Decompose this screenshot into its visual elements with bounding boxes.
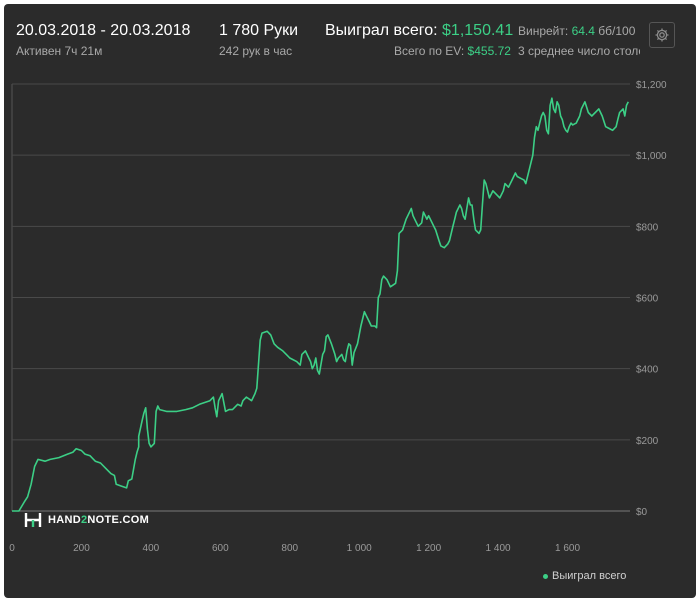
series-layer [12, 97, 630, 512]
y-tick-label: $200 [636, 436, 659, 447]
y-tick-label: $1,200 [636, 80, 667, 91]
y-tick-label: $0 [636, 507, 648, 518]
x-tick-label: 400 [143, 543, 160, 554]
winrate-label: Винрейт: [518, 24, 569, 38]
x-tick-label: 600 [212, 543, 229, 554]
legend-marker [543, 573, 548, 579]
date-range: 20.03.2018 - 20.03.2018 [16, 22, 191, 39]
stats-panel: 20.03.2018 - 20.03.2018 Активен 7ч 21м 1… [4, 4, 696, 598]
x-tick-label: 1 600 [555, 543, 580, 554]
won-total: Выиграл всего: $1,150.41 [325, 22, 513, 40]
winrate-value: 64.4 [571, 24, 595, 38]
hand2note-logo-icon [24, 513, 42, 527]
winrate-unit: бб/100 [598, 24, 636, 38]
x-tick-label: 1 000 [347, 543, 372, 554]
x-tick-label: 1 200 [416, 543, 441, 554]
chart-grid [11, 83, 630, 512]
profit-chart: $0 $200 $400 $600 $800 $1,000 $1,200 0 200 400 60… [9, 80, 667, 554]
logo-text: HAND2NOTE.COM [48, 514, 150, 526]
y-axis: $0 $200 $400 $600 $800 $1,000 $1,200 [636, 80, 667, 518]
won-value: $1,150.41 [442, 22, 514, 39]
ev-value: $455.72 [467, 44, 511, 58]
x-tick-label: 1 400 [486, 543, 511, 554]
legend-label: Выиграл всего [552, 570, 627, 582]
y-tick-label: $400 [636, 365, 659, 376]
y-tick-label: $1,000 [636, 151, 667, 162]
logo: HAND2NOTE.COM [24, 512, 149, 528]
x-tick-label: 0 [9, 543, 15, 554]
x-tick-label: 200 [73, 543, 90, 554]
series-line [12, 97, 630, 512]
gear-icon [655, 28, 669, 42]
y-tick-label: $600 [636, 294, 659, 305]
ev-label: Всего по EV: [394, 44, 465, 58]
avg-tables: 3 среднее число столов [518, 44, 640, 58]
active-time: Активен 7ч 21м [16, 44, 103, 58]
hands-count: 1 780 Руки [219, 22, 299, 39]
y-tick-label: $800 [636, 222, 659, 233]
settings-button[interactable] [649, 22, 675, 48]
won-label: Выиграл всего: [325, 22, 438, 39]
x-tick-label: 800 [281, 543, 298, 554]
ev-total: Всего по EV: $455.72 [394, 44, 511, 58]
chart-legend[interactable]: Выиграл всего [543, 570, 626, 582]
hands-per-hour: 242 рук в час [219, 44, 293, 58]
winrate: Винрейт: 64.4 бб/100 [518, 24, 640, 38]
x-axis: 0 200 400 600 800 1 000 1 200 1 400 1 600 [9, 543, 580, 554]
